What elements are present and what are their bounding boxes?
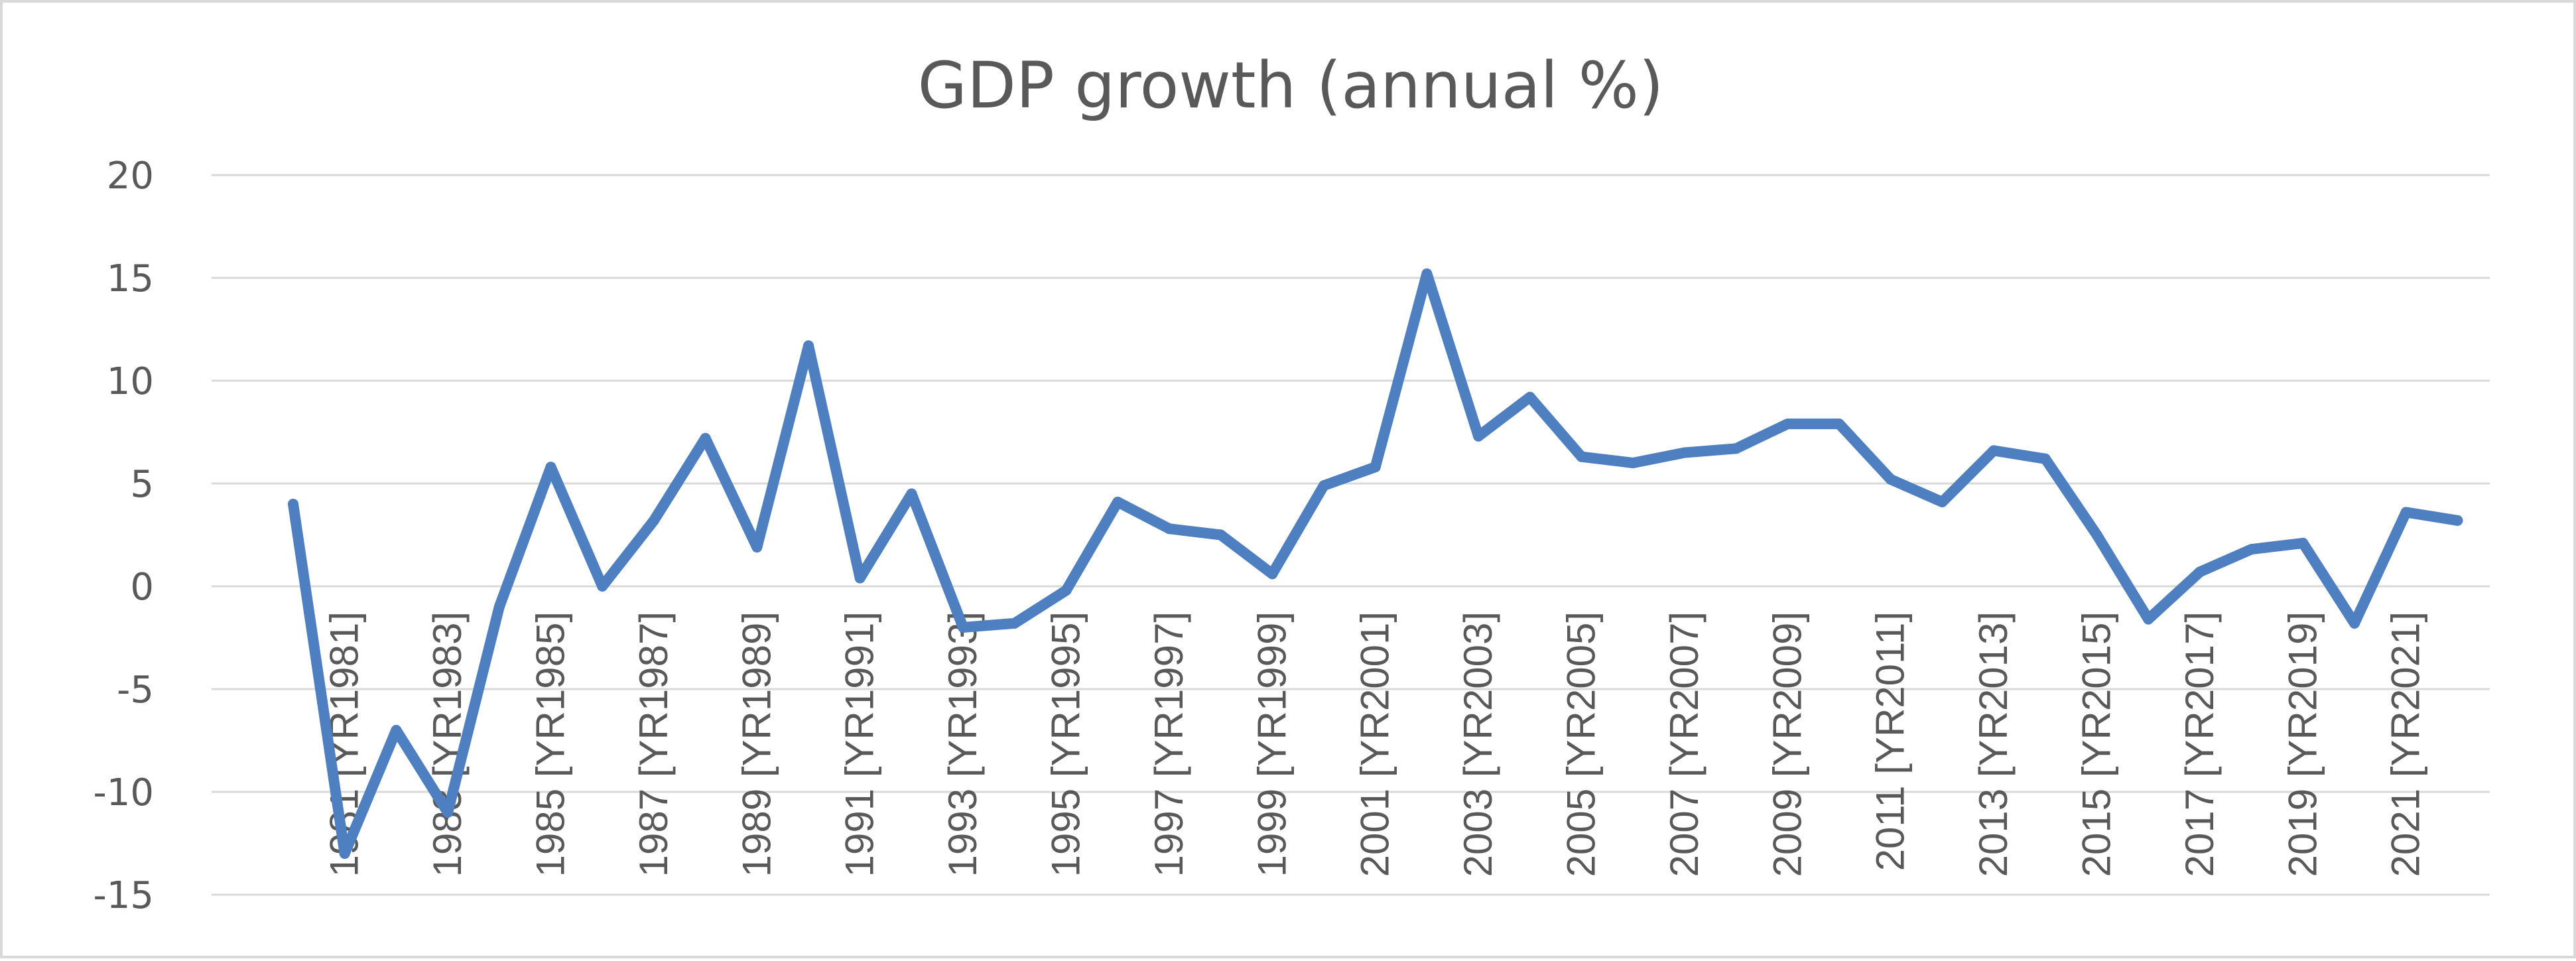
data-point (339, 848, 350, 859)
data-point (2246, 544, 2257, 555)
data-point (1679, 447, 1690, 458)
data-point (2452, 515, 2463, 526)
data-point (442, 807, 454, 818)
x-tick-label: 2019 [YR2019] (2280, 611, 2325, 877)
y-axis-tick-labels: 20 15 10 5 0 -5 -10 -15 (94, 155, 154, 917)
x-tick-label: 2021 [YR2021] (2384, 611, 2428, 877)
data-point (2349, 617, 2360, 629)
data-point (2143, 613, 2154, 625)
data-point (1885, 474, 1896, 485)
x-tick-label: 2011 [YR2011] (1868, 611, 1913, 871)
data-point (545, 462, 556, 473)
data-point (2400, 507, 2412, 518)
y-tick-label: -15 (94, 874, 154, 917)
series-layer (288, 268, 2463, 859)
y-tick-label: 5 (130, 463, 154, 506)
data-point (1730, 443, 1742, 454)
data-point (1112, 496, 1124, 507)
x-tick-label: 2017 [YR2017] (2177, 611, 2222, 877)
data-point (2039, 453, 2051, 464)
data-point (1163, 523, 1175, 535)
data-point (288, 499, 298, 509)
data-point (1009, 617, 1020, 629)
x-tick-label: 2009 [YR2009] (1765, 611, 1809, 877)
data-point (1576, 451, 1587, 462)
x-tick-label: 1999 [YR1999] (1250, 611, 1294, 877)
y-tick-label: -10 (94, 771, 154, 814)
x-tick-label: 2005 [YR2005] (1559, 611, 1604, 877)
data-point (906, 488, 917, 499)
x-tick-label: 1987 [YR1987] (631, 611, 676, 877)
data-point (2091, 529, 2102, 541)
grid-lines (212, 174, 2490, 896)
data-point (1628, 458, 1639, 468)
x-tick-label: 1989 [YR1989] (734, 611, 779, 877)
data-point (958, 622, 969, 633)
data-point (391, 725, 402, 736)
data-point (2194, 566, 2205, 578)
data-point (803, 340, 814, 352)
x-tick-label: 2013 [YR2013] (1971, 611, 2016, 877)
x-tick-label: 2001 [YR2001] (1353, 611, 1397, 877)
data-point (1834, 418, 1844, 430)
data-point (1524, 391, 1535, 403)
data-point (648, 515, 659, 526)
x-tick-label: 1991 [YR1991] (838, 611, 882, 877)
data-point (1988, 445, 2000, 456)
data-point (1937, 496, 1948, 507)
data-point (2297, 537, 2309, 548)
data-point (1319, 480, 1329, 491)
x-tick-label: 1995 [YR1995] (1044, 611, 1088, 877)
x-axis-tick-labels: 1981 [YR1981] 1983 [YR1983] 1985 [YR1985] 1… (322, 611, 2428, 877)
chart-svg: GDP growth (annual %) 20 15 10 5 0 -5 -10 -15 1… (94, 48, 2490, 917)
data-point (1267, 568, 1278, 580)
data-point (1061, 585, 1072, 596)
y-tick-label: 0 (130, 566, 154, 609)
data-point (1370, 462, 1381, 473)
y-tick-label: -5 (117, 669, 154, 712)
y-tick-label: 10 (107, 360, 154, 403)
x-tick-label: 2003 [YR2003] (1456, 611, 1500, 877)
data-point (493, 602, 505, 612)
x-tick-label: 2015 [YR2015] (2075, 611, 2119, 877)
x-tick-label: 1993 [YR1993] (940, 611, 985, 877)
data-point (597, 581, 608, 592)
data-point (1473, 430, 1484, 442)
x-tick-label: 2007 [YR2007] (1662, 611, 1707, 877)
x-tick-label: 1997 [YR1997] (1147, 611, 1191, 877)
data-point (1421, 268, 1433, 279)
data-point (1782, 418, 1793, 430)
data-point (854, 572, 866, 584)
chart-title: GDP growth (annual %) (918, 48, 1664, 123)
data-point (1215, 529, 1226, 541)
y-tick-label: 20 (107, 155, 154, 198)
data-point (700, 432, 711, 444)
y-tick-label: 15 (107, 257, 154, 300)
data-point (751, 542, 763, 553)
x-tick-label: 1985 [YR1985] (529, 611, 573, 877)
